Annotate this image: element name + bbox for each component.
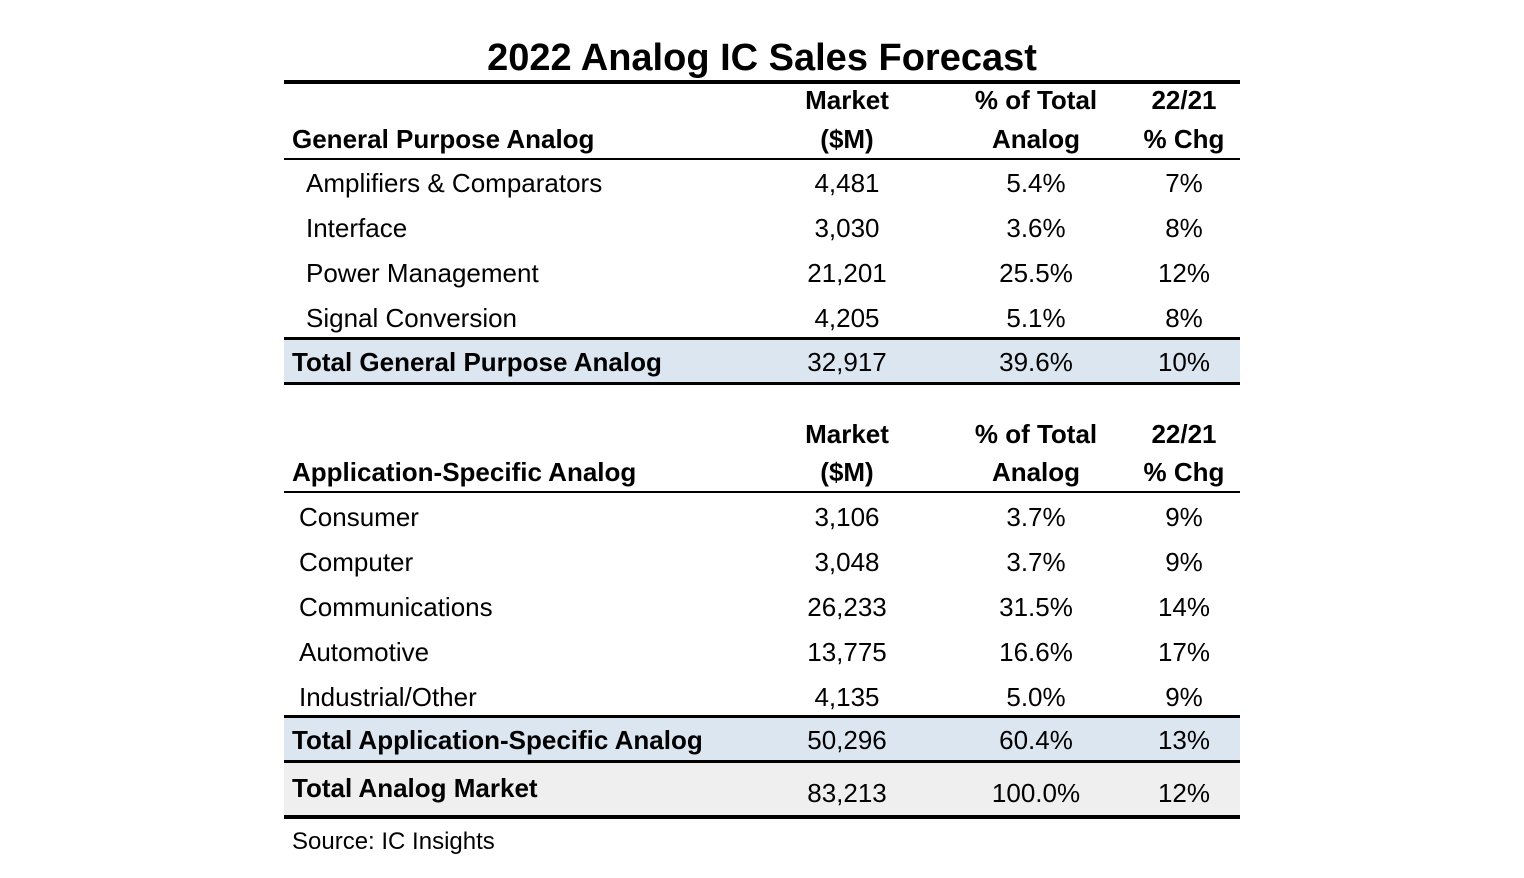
table-row: Power Management 21,201 25.5% 12% <box>284 251 1240 296</box>
row-pct: 5.4% <box>1006 168 1066 198</box>
row-market: 21,201 <box>807 258 887 288</box>
table-row: Signal Conversion 4,205 5.1% 8% <box>284 296 1240 341</box>
row-chg: 9% <box>1165 682 1203 712</box>
source-note: Source: IC Insights <box>292 828 495 855</box>
table-row: Industrial/Other 4,135 5.0% 9% <box>284 675 1240 720</box>
total-row-general: Total General Purpose Analog 32,917 39.6… <box>284 340 1240 382</box>
total-market: 50,296 <box>807 725 887 755</box>
row-market: 3,048 <box>814 547 880 577</box>
row-market: 4,135 <box>814 682 880 712</box>
col-market-line1: Market <box>805 419 889 449</box>
row-label: Industrial/Other <box>299 682 477 712</box>
total-row-application: Total Application-Specific Analog 50,296… <box>284 718 1240 760</box>
row-market: 4,481 <box>814 168 880 198</box>
grand-total-chg: 12% <box>1157 778 1211 808</box>
table-row: Amplifiers & Comparators 4,481 5.4% 7% <box>284 161 1240 206</box>
total-market: 32,917 <box>807 347 887 377</box>
bottom-rule <box>284 815 1240 819</box>
row-chg: 14% <box>1157 592 1211 622</box>
grand-total-label: Total Analog Market <box>292 773 538 803</box>
row-market: 4,205 <box>814 303 880 333</box>
grand-total-rule <box>284 760 1240 763</box>
total-label: Total Application-Specific Analog <box>292 725 703 755</box>
col-pct-line1: % of Total <box>974 85 1098 115</box>
row-pct: 3.7% <box>1006 502 1066 532</box>
header-rule <box>284 158 1240 160</box>
col-market-line1: Market <box>805 85 889 115</box>
grand-total-row: Total Analog Market 83,213 100.0% 12% <box>284 763 1240 815</box>
row-market: 13,775 <box>807 637 887 667</box>
row-label: Signal Conversion <box>306 303 518 333</box>
table-row: Interface 3,030 3.6% 8% <box>284 206 1240 251</box>
row-pct: 3.7% <box>1006 547 1066 577</box>
col-chg-line2: % Chg <box>1143 124 1225 154</box>
top-rule <box>284 80 1240 84</box>
row-pct: 31.5% <box>999 592 1073 622</box>
total-pct: 60.4% <box>999 725 1073 755</box>
section-heading: General Purpose Analog <box>292 124 595 154</box>
col-chg-line2: % Chg <box>1143 457 1225 487</box>
col-pct-line2: Analog <box>991 457 1081 487</box>
total-rule <box>284 715 1240 718</box>
row-label: Power Management <box>306 258 539 288</box>
row-pct: 25.5% <box>999 258 1073 288</box>
row-chg: 8% <box>1165 213 1203 243</box>
header-rule <box>284 491 1240 493</box>
grand-total-pct: 100.0% <box>991 778 1081 808</box>
row-chg: 8% <box>1165 303 1203 333</box>
row-label: Communications <box>299 592 493 622</box>
total-label: Total General Purpose Analog <box>292 347 662 377</box>
row-pct: 5.1% <box>1006 303 1066 333</box>
row-label: Automotive <box>299 637 430 667</box>
row-label: Consumer <box>299 502 419 532</box>
row-market: 26,233 <box>807 592 887 622</box>
table-row: Automotive 13,775 16.6% 17% <box>284 630 1240 675</box>
row-pct: 16.6% <box>999 637 1073 667</box>
total-rule <box>284 337 1240 340</box>
row-chg: 17% <box>1157 637 1211 667</box>
section-header-general: General Purpose Analog Market ($M) % of … <box>284 80 1240 160</box>
row-chg: 9% <box>1165 502 1203 532</box>
row-market: 3,030 <box>814 213 880 243</box>
row-chg: 12% <box>1157 258 1211 288</box>
table-row: Consumer 3,106 3.7% 9% <box>284 495 1240 540</box>
row-pct: 3.6% <box>1006 213 1066 243</box>
col-market-line2: ($M) <box>820 457 874 487</box>
grand-total-market: 83,213 <box>807 778 887 808</box>
col-chg-line1: 22/21 <box>1151 85 1217 115</box>
row-chg: 9% <box>1165 547 1203 577</box>
row-chg: 7% <box>1165 168 1203 198</box>
row-pct: 5.0% <box>1006 682 1066 712</box>
col-pct-line1: % of Total <box>974 419 1098 449</box>
chart-title: 2022 Analog IC Sales Forecast <box>487 37 1037 79</box>
row-label: Amplifiers & Comparators <box>306 168 603 198</box>
table-row: Communications 26,233 31.5% 14% <box>284 585 1240 630</box>
col-pct-line2: Analog <box>991 124 1081 154</box>
row-market: 3,106 <box>814 502 880 532</box>
table-row: Computer 3,048 3.7% 9% <box>284 540 1240 585</box>
total-chg: 10% <box>1157 347 1211 377</box>
row-label: Interface <box>306 213 408 243</box>
section-header-application: Application-Specific Analog Market ($M) … <box>284 414 1240 494</box>
section-end-rule <box>284 382 1240 385</box>
col-market-line2: ($M) <box>820 124 874 154</box>
total-chg: 13% <box>1157 725 1211 755</box>
col-chg-line1: 22/21 <box>1151 419 1217 449</box>
total-pct: 39.6% <box>999 347 1073 377</box>
section-heading: Application-Specific Analog <box>292 457 637 487</box>
row-label: Computer <box>299 547 414 577</box>
